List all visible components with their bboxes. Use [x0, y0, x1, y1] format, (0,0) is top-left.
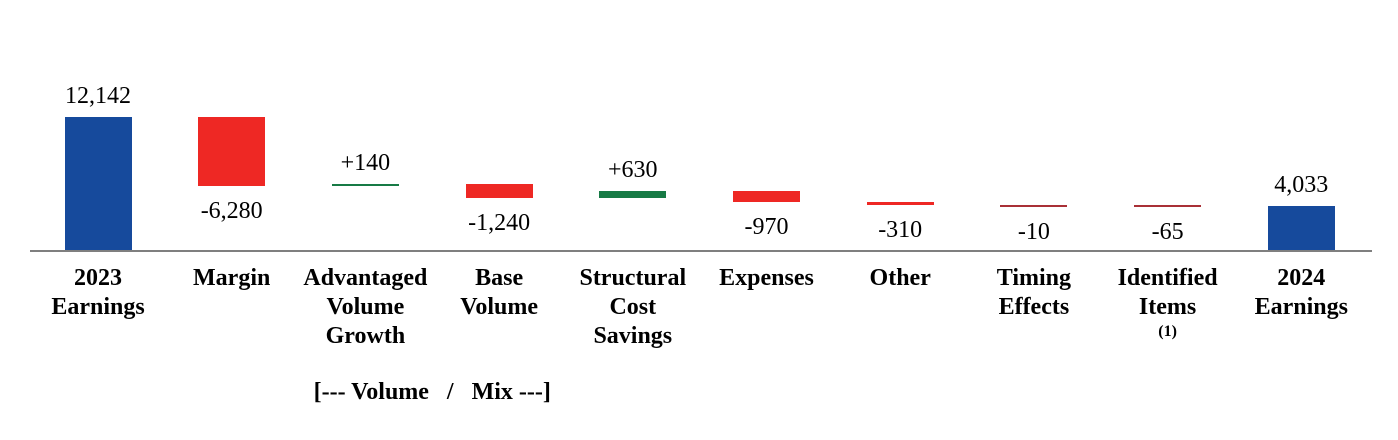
category-label-base-volume: Base Volume: [460, 265, 538, 320]
value-label-identified-items: -65: [1151, 219, 1184, 246]
category-label-structural-cost-savings: Structural Cost Savings: [579, 265, 687, 349]
value-label-advantaged-volume-growth: +140: [340, 150, 391, 177]
value-label-2024-earnings: 4,033: [1274, 171, 1329, 198]
footnote-marker: (1): [1158, 323, 1177, 340]
value-label-timing-effects: -10: [1017, 218, 1050, 245]
value-label-expenses: -970: [744, 213, 789, 240]
x-axis-line: [30, 250, 1372, 252]
category-label-advantaged-volume-growth: Advantaged Volume Growth: [303, 265, 428, 349]
category-label-2023-earnings: 2023 Earnings: [51, 265, 145, 320]
bar-base-volume: [465, 184, 533, 198]
bar-other: [866, 201, 934, 205]
category-label-timing-effects: Timing Effects: [996, 265, 1072, 320]
category-label-2024-earnings: 2024 Earnings: [1254, 265, 1348, 320]
bar-advantaged-volume-growth: [331, 184, 399, 187]
value-label-base-volume: -1,240: [468, 209, 531, 236]
bar-identified-items: [1134, 205, 1202, 208]
volume-mix-annotation: [--- Volume / Mix ---]: [313, 379, 551, 405]
category-label-margin: Margin: [193, 265, 271, 291]
bar-timing-effects: [1000, 204, 1068, 207]
category-label-expenses: Expenses: [719, 265, 814, 291]
category-label-identified-items: Identified Items (1): [1088, 264, 1248, 341]
bar-2023-earnings: [64, 117, 132, 250]
value-label-structural-cost-savings: +630: [608, 156, 658, 183]
bar-2024-earnings: [1267, 205, 1335, 250]
bar-margin: [198, 117, 266, 186]
category-label-other: Other: [869, 265, 931, 291]
bar-expenses: [733, 190, 800, 202]
bar-structural-cost-savings: [599, 190, 667, 198]
value-label-margin: -6,280: [200, 197, 263, 224]
value-label-other: -310: [878, 216, 923, 243]
value-label-2023-earnings: 12,142: [65, 83, 131, 109]
